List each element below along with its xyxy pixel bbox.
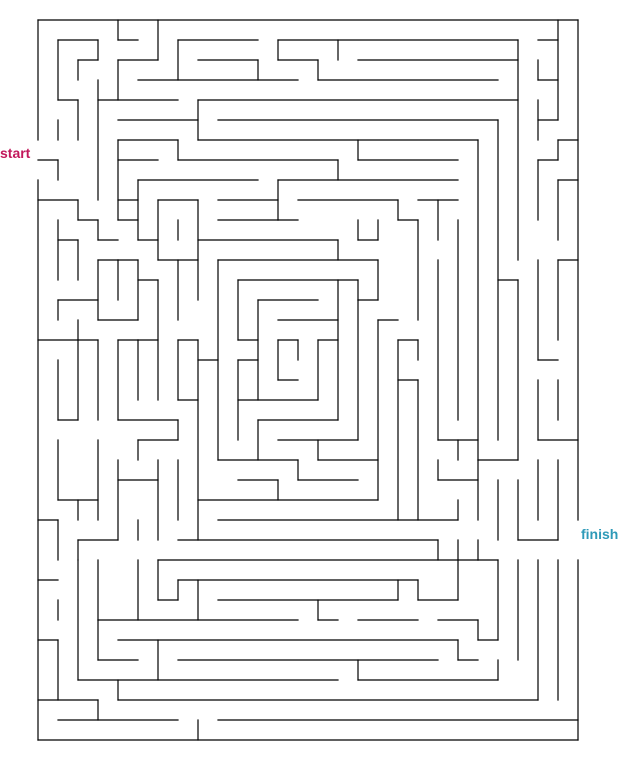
finish-label: finish <box>581 526 619 542</box>
maze-outer-border <box>37 19 579 741</box>
maze-walls <box>37 19 579 741</box>
start-label: start <box>0 145 31 161</box>
